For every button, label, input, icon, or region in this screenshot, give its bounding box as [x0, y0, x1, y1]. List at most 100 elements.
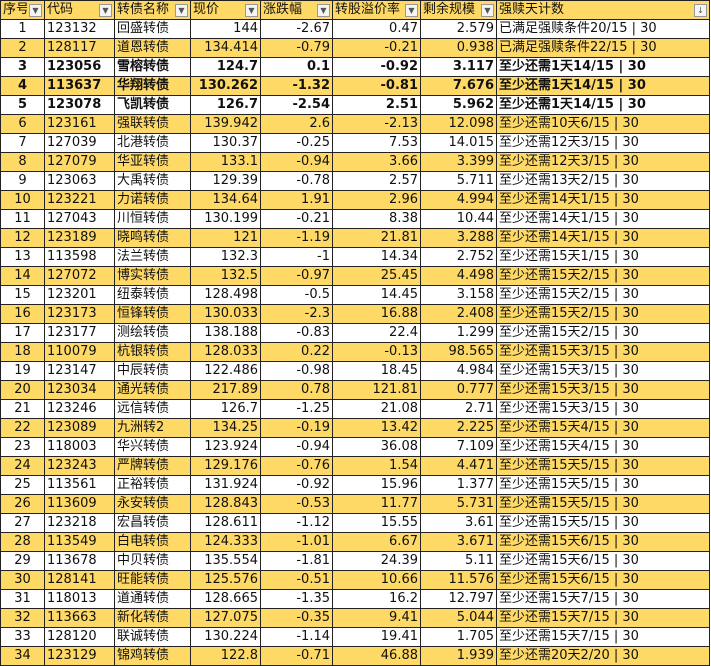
cell-change-pct[interactable]: 1.91 — [260, 190, 333, 210]
cell-redeem-count[interactable]: 至少还需20天2/20 | 30 — [496, 646, 710, 666]
cell-redeem-count[interactable]: 至少还需15天3/15 | 30 — [496, 380, 710, 400]
cell-price[interactable]: 128.498 — [190, 285, 261, 305]
cell-code[interactable]: 123173 — [44, 304, 115, 324]
column-header-remaining-size[interactable]: 剩余规模 ▼ — [420, 0, 497, 20]
cell-remaining-size[interactable]: 7.109 — [420, 437, 497, 457]
cell-seq[interactable]: 32 — [0, 608, 45, 628]
cell-price[interactable]: 129.39 — [190, 171, 261, 191]
cell-redeem-count[interactable]: 至少还需1天14/15 | 30 — [496, 95, 710, 115]
cell-premium[interactable]: 2.57 — [332, 171, 421, 191]
cell-code[interactable]: 128120 — [44, 627, 115, 647]
cell-bond-name[interactable]: 严牌转债 — [114, 456, 191, 476]
cell-premium[interactable]: -0.81 — [332, 76, 421, 96]
cell-code[interactable]: 128117 — [44, 38, 115, 58]
cell-seq[interactable]: 20 — [0, 380, 45, 400]
cell-premium[interactable]: 25.45 — [332, 266, 421, 286]
cell-seq[interactable]: 23 — [0, 437, 45, 457]
cell-code[interactable]: 113678 — [44, 551, 115, 571]
cell-redeem-count[interactable]: 至少还需15天2/15 | 30 — [496, 285, 710, 305]
cell-bond-name[interactable]: 强联转债 — [114, 114, 191, 134]
cell-bond-name[interactable]: 道恩转债 — [114, 38, 191, 58]
column-header-seq[interactable]: 序号 ▼ — [0, 0, 45, 20]
cell-change-pct[interactable]: -0.53 — [260, 494, 333, 514]
cell-redeem-count[interactable]: 至少还需15天7/15 | 30 — [496, 627, 710, 647]
cell-code[interactable]: 123147 — [44, 361, 115, 381]
cell-price[interactable]: 123.924 — [190, 437, 261, 457]
cell-change-pct[interactable]: -0.78 — [260, 171, 333, 191]
cell-price[interactable]: 129.176 — [190, 456, 261, 476]
cell-bond-name[interactable]: 雪榕转债 — [114, 57, 191, 77]
cell-redeem-count[interactable]: 至少还需15天5/15 | 30 — [496, 475, 710, 495]
cell-change-pct[interactable]: 0.22 — [260, 342, 333, 362]
cell-change-pct[interactable]: -0.94 — [260, 437, 333, 457]
cell-change-pct[interactable]: -0.97 — [260, 266, 333, 286]
cell-code[interactable]: 123078 — [44, 95, 115, 115]
cell-price[interactable]: 130.37 — [190, 133, 261, 153]
cell-change-pct[interactable]: -1.81 — [260, 551, 333, 571]
cell-remaining-size[interactable]: 14.015 — [420, 133, 497, 153]
cell-redeem-count[interactable]: 至少还需15天1/15 | 30 — [496, 247, 710, 267]
cell-seq[interactable]: 30 — [0, 570, 45, 590]
cell-seq[interactable]: 28 — [0, 532, 45, 552]
cell-seq[interactable]: 24 — [0, 456, 45, 476]
cell-premium[interactable]: 11.77 — [332, 494, 421, 514]
cell-premium[interactable]: 9.41 — [332, 608, 421, 628]
cell-remaining-size[interactable]: 3.288 — [420, 228, 497, 248]
cell-remaining-size[interactable]: 4.984 — [420, 361, 497, 381]
cell-premium[interactable]: 3.66 — [332, 152, 421, 172]
cell-change-pct[interactable]: -0.5 — [260, 285, 333, 305]
cell-bond-name[interactable]: 九洲转2 — [114, 418, 191, 438]
cell-bond-name[interactable]: 旺能转债 — [114, 570, 191, 590]
cell-remaining-size[interactable]: 1.705 — [420, 627, 497, 647]
cell-price[interactable]: 134.414 — [190, 38, 261, 58]
cell-change-pct[interactable]: -0.94 — [260, 152, 333, 172]
cell-code[interactable]: 113598 — [44, 247, 115, 267]
cell-seq[interactable]: 22 — [0, 418, 45, 438]
cell-premium[interactable]: 10.66 — [332, 570, 421, 590]
cell-redeem-count[interactable]: 至少还需10天6/15 | 30 — [496, 114, 710, 134]
cell-remaining-size[interactable]: 3.399 — [420, 152, 497, 172]
column-header-price[interactable]: 现价 ▼ — [190, 0, 261, 20]
cell-change-pct[interactable]: -0.83 — [260, 323, 333, 343]
cell-remaining-size[interactable]: 2.408 — [420, 304, 497, 324]
cell-remaining-size[interactable]: 10.44 — [420, 209, 497, 229]
cell-code[interactable]: 123161 — [44, 114, 115, 134]
cell-bond-name[interactable]: 联诚转债 — [114, 627, 191, 647]
cell-bond-name[interactable]: 白电转债 — [114, 532, 191, 552]
cell-redeem-count[interactable]: 至少还需13天2/15 | 30 — [496, 171, 710, 191]
cell-change-pct[interactable]: -2.54 — [260, 95, 333, 115]
cell-seq[interactable]: 14 — [0, 266, 45, 286]
cell-change-pct[interactable]: 0.1 — [260, 57, 333, 77]
column-header-change-pct[interactable]: 涨跌幅 ▼ — [260, 0, 333, 20]
cell-bond-name[interactable]: 法兰转债 — [114, 247, 191, 267]
dropdown-icon[interactable]: ▼ — [317, 3, 330, 17]
cell-premium[interactable]: 2.51 — [332, 95, 421, 115]
cell-seq[interactable]: 3 — [0, 57, 45, 77]
cell-price[interactable]: 132.3 — [190, 247, 261, 267]
cell-bond-name[interactable]: 博实转债 — [114, 266, 191, 286]
column-header-bond-name[interactable]: 转债名称 ▼ — [114, 0, 191, 20]
cell-bond-name[interactable]: 新化转债 — [114, 608, 191, 628]
cell-bond-name[interactable]: 飞凯转债 — [114, 95, 191, 115]
cell-remaining-size[interactable]: 3.61 — [420, 513, 497, 533]
cell-code[interactable]: 123056 — [44, 57, 115, 77]
cell-seq[interactable]: 33 — [0, 627, 45, 647]
cell-price[interactable]: 128.033 — [190, 342, 261, 362]
cell-redeem-count[interactable]: 至少还需15天3/15 | 30 — [496, 361, 710, 381]
cell-bond-name[interactable]: 力诺转债 — [114, 190, 191, 210]
cell-seq[interactable]: 29 — [0, 551, 45, 571]
cell-redeem-count[interactable]: 至少还需14天1/15 | 30 — [496, 209, 710, 229]
cell-seq[interactable]: 13 — [0, 247, 45, 267]
cell-price[interactable]: 138.188 — [190, 323, 261, 343]
cell-redeem-count[interactable]: 至少还需15天3/15 | 30 — [496, 342, 710, 362]
cell-remaining-size[interactable]: 5.962 — [420, 95, 497, 115]
cell-premium[interactable]: 13.42 — [332, 418, 421, 438]
cell-code[interactable]: 113637 — [44, 76, 115, 96]
cell-premium[interactable]: -0.92 — [332, 57, 421, 77]
column-header-code[interactable]: 代码 ▼ — [44, 0, 115, 20]
cell-price[interactable]: 133.1 — [190, 152, 261, 172]
cell-code[interactable]: 127072 — [44, 266, 115, 286]
cell-premium[interactable]: 14.45 — [332, 285, 421, 305]
cell-code[interactable]: 123034 — [44, 380, 115, 400]
cell-code[interactable]: 127043 — [44, 209, 115, 229]
